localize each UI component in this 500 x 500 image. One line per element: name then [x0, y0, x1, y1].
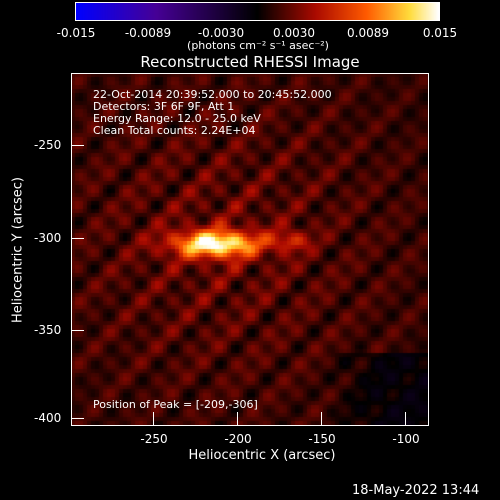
x-tick: [237, 412, 238, 425]
x-axis-label: Heliocentric X (arcsec): [188, 448, 336, 463]
y-tick-label: -350: [34, 323, 62, 337]
colorbar-tick-label: -0.0089: [124, 26, 172, 40]
colorbar-tick-label: -0.015: [56, 26, 96, 40]
x-tick-label: -100: [392, 432, 420, 446]
colorbar-tick-label: 0.015: [422, 26, 458, 40]
info-detectors: Detectors: 3F 6F 9F, Att 1: [93, 100, 235, 113]
x-tick: [405, 412, 406, 425]
colorbar-tick-label: 0.0030: [273, 26, 315, 40]
colorbar: [75, 2, 440, 21]
info-clean-counts: Clean Total counts: 2.24E+04: [93, 124, 256, 137]
x-tick-label: -150: [308, 432, 336, 446]
y-tick-label: -300: [34, 231, 62, 245]
page-title: Reconstructed RHESSI Image: [140, 53, 360, 71]
y-tick: [71, 330, 84, 331]
rhessi-image: [71, 73, 429, 426]
x-tick-label: -250: [140, 432, 168, 446]
colorbar-tick-label: 0.0089: [347, 26, 389, 40]
y-tick: [71, 418, 84, 419]
info-energy-range: Energy Range: 12.0 - 25.0 keV: [93, 112, 261, 125]
info-time-range: 22-Oct-2014 20:39:52.000 to 20:45:52.000: [93, 88, 332, 101]
colorbar-tick-label: -0.0030: [197, 26, 245, 40]
y-tick: [71, 238, 84, 239]
x-tick: [321, 412, 322, 425]
image-plot: 22-Oct-2014 20:39:52.000 to 20:45:52.000…: [71, 73, 429, 426]
timestamp: 18-May-2022 13:44: [352, 483, 480, 498]
y-tick-label: -250: [34, 138, 62, 152]
y-tick: [71, 145, 84, 146]
plot-frame: [71, 73, 429, 426]
y-axis-label: Heliocentric Y (arcsec): [10, 177, 26, 323]
x-tick: [153, 412, 154, 425]
x-tick-label: -200: [224, 432, 252, 446]
colorbar-units: (photons cm⁻² s⁻¹ asec⁻²): [187, 39, 329, 52]
info-peak-position: Position of Peak = [-209,-306]: [93, 398, 258, 411]
y-tick-label: -400: [34, 411, 62, 425]
